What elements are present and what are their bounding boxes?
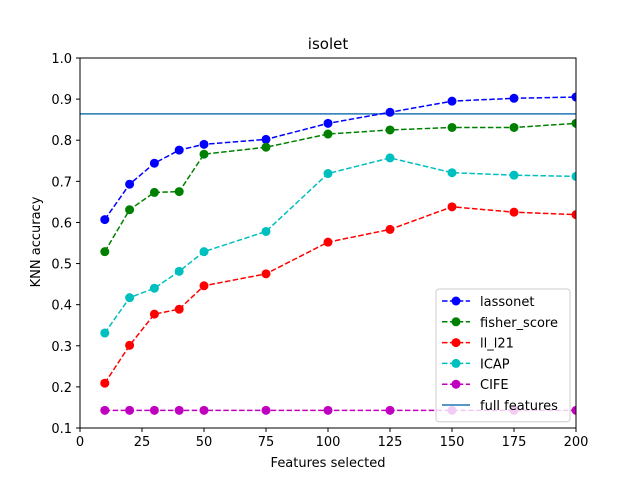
series-point-icap xyxy=(100,328,110,338)
series-point-icap xyxy=(149,283,159,293)
series-point-ll-l21 xyxy=(100,378,110,388)
legend-marker-lassonet xyxy=(451,296,461,306)
series-point-ll-l21 xyxy=(174,304,184,314)
x-tick-label: 175 xyxy=(502,435,527,450)
series-point-fisher-score xyxy=(385,125,395,135)
series-point-fisher-score xyxy=(174,187,184,197)
legend-marker-cife xyxy=(451,379,461,389)
series-point-icap xyxy=(385,153,395,163)
series-line-fisher-score xyxy=(104,122,576,253)
series-point-lassonet xyxy=(571,92,576,102)
series-point-ll-l21 xyxy=(385,224,395,234)
series-point-fisher-score xyxy=(571,118,576,128)
series-point-icap xyxy=(174,266,184,276)
x-tick-label: 125 xyxy=(378,435,403,450)
series-point-ll-l21 xyxy=(509,207,519,217)
series-point-lassonet xyxy=(174,145,184,155)
series-point-icap xyxy=(447,168,457,178)
series-point-fisher-score xyxy=(447,122,457,132)
series-point-fisher-score xyxy=(509,122,519,132)
legend-marker-ll-l21 xyxy=(451,338,461,348)
series-point-lassonet xyxy=(323,118,333,128)
series-point-cife xyxy=(100,405,110,415)
series-point-lassonet xyxy=(447,96,457,106)
series-point-icap xyxy=(199,247,209,257)
y-tick-label: 0.4 xyxy=(51,299,72,314)
series-point-cife xyxy=(174,405,184,415)
x-tick-label: 200 xyxy=(564,435,589,450)
series-point-fisher-score xyxy=(125,205,135,215)
legend-label-full-features: full features xyxy=(480,399,558,414)
y-tick-label: 0.3 xyxy=(51,340,72,355)
series-point-icap xyxy=(125,293,135,303)
series-point-ll-l21 xyxy=(571,210,576,220)
series-point-fisher-score xyxy=(100,247,110,257)
series-point-lassonet xyxy=(509,93,519,103)
legend-label-lassonet: lassonet xyxy=(480,295,534,310)
series-point-lassonet xyxy=(261,134,271,144)
y-tick-label: 1.0 xyxy=(51,52,72,67)
plot-area: 0 25 50 75 100 125 150 175 200 0.1 0.2 0.3 0.4 0.5 0.6… xyxy=(51,52,588,450)
legend-label-cife: CIFE xyxy=(480,378,509,393)
series-point-ll-l21 xyxy=(199,281,209,291)
series-point-fisher-score xyxy=(149,187,159,197)
y-axis-label: KNN accuracy xyxy=(29,196,44,287)
series-point-lassonet xyxy=(149,158,159,168)
series-point-fisher-score xyxy=(323,129,333,139)
y-tick-label: 0.2 xyxy=(51,381,72,396)
series-point-fisher-score xyxy=(261,142,271,152)
x-tick-label: 100 xyxy=(316,435,341,450)
x-tick-label: 25 xyxy=(134,435,151,450)
series-point-ll-l21 xyxy=(149,309,159,319)
x-tick-label: 75 xyxy=(258,435,275,450)
series-point-cife xyxy=(149,405,159,415)
legend-label-ll-l21: ll_l21 xyxy=(480,337,514,352)
series-point-icap xyxy=(571,171,576,181)
series-point-icap xyxy=(323,169,333,179)
y-tick-label: 0.9 xyxy=(51,93,72,108)
y-tick-label: 0.1 xyxy=(51,422,72,437)
series-point-lassonet xyxy=(100,215,110,225)
chart-title: isolet xyxy=(308,35,349,53)
series-point-ll-l21 xyxy=(447,202,457,212)
series-point-cife xyxy=(261,405,271,415)
series-point-ll-l21 xyxy=(261,269,271,279)
series-point-cife xyxy=(385,405,395,415)
series-point-ll-l21 xyxy=(323,237,333,247)
series-point-lassonet xyxy=(125,179,135,189)
legend-marker-fisher-score xyxy=(451,317,461,327)
x-axis-label: Features selected xyxy=(271,456,386,471)
legend-marker-icap xyxy=(451,358,461,368)
series-point-cife xyxy=(323,405,333,415)
series-line-icap xyxy=(104,157,576,334)
series-point-cife xyxy=(571,405,576,415)
series-point-cife xyxy=(199,405,209,415)
series-point-cife xyxy=(125,405,135,415)
series-point-lassonet xyxy=(199,139,209,149)
y-tick-label: 0.5 xyxy=(51,258,72,273)
x-tick-label: 150 xyxy=(440,435,465,450)
y-tick-label: 0.8 xyxy=(51,134,72,149)
series-point-icap xyxy=(261,226,271,236)
legend-label-icap: ICAP xyxy=(480,357,510,372)
series-group xyxy=(80,92,576,415)
series-point-fisher-score xyxy=(199,149,209,159)
x-tick-label: 0 xyxy=(76,435,84,450)
y-tick-label: 0.7 xyxy=(51,175,72,190)
series-point-icap xyxy=(509,170,519,180)
series-point-lassonet xyxy=(385,107,395,117)
legend-label-fisher-score: fisher_score xyxy=(480,316,558,331)
series-point-ll-l21 xyxy=(125,340,135,350)
x-tick-label: 50 xyxy=(196,435,213,450)
y-tick-label: 0.6 xyxy=(51,216,72,231)
